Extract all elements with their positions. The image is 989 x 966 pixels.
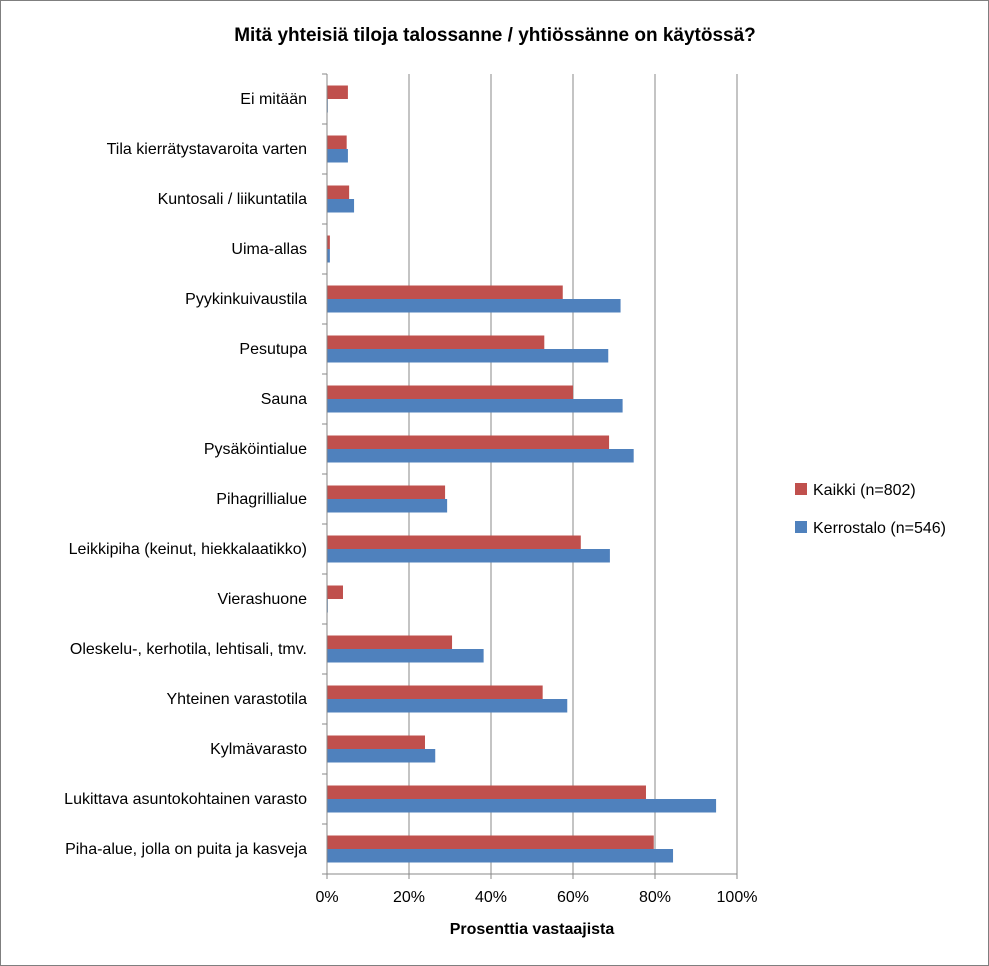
bar	[327, 135, 347, 149]
category-label: Piha-alue, jolla on puita ja kasveja	[65, 841, 307, 858]
x-tick-label: 20%	[393, 889, 425, 906]
x-tick-label: 100%	[717, 889, 758, 906]
category-label: Pihagrillialue	[216, 491, 307, 508]
x-axis-label: Prosenttia vastaajista	[450, 921, 615, 938]
category-label: Pysäköintialue	[204, 441, 307, 458]
chart-title: Mitä yhteisiä tiloja talossanne / yhtiös…	[234, 25, 756, 46]
bar	[327, 199, 355, 213]
category-label: Sauna	[261, 391, 307, 408]
bar	[327, 585, 343, 599]
category-label: Ei mitään	[240, 91, 307, 108]
bar	[327, 649, 484, 663]
legend-entry: Kaikki (n=802)	[813, 482, 916, 499]
bar	[327, 299, 621, 313]
bar	[327, 285, 563, 299]
bar	[327, 685, 543, 699]
category-label: Kuntosali / liikuntatila	[158, 191, 308, 208]
bar	[327, 535, 581, 549]
bar	[327, 799, 717, 813]
bar	[327, 485, 446, 499]
legend: Kaikki (n=802) Kerrostalo (n=546)	[795, 482, 946, 537]
bar	[327, 635, 453, 649]
bar	[327, 499, 448, 513]
bar	[327, 849, 674, 863]
legend-entry: Kerrostalo (n=546)	[813, 520, 946, 537]
category-label: Uima-allas	[231, 241, 307, 258]
category-label: Oleskelu-, kerhotila, lehtisali, tmv.	[70, 641, 307, 658]
x-tick-label: 40%	[475, 889, 507, 906]
bar	[327, 349, 609, 363]
category-label: Yhteinen varastotila	[166, 691, 307, 708]
bar	[327, 399, 623, 413]
bar	[327, 449, 634, 463]
bar	[327, 835, 654, 849]
legend-swatch	[795, 483, 807, 495]
bar	[327, 85, 348, 99]
category-label: Vierashuone	[217, 591, 307, 608]
bar	[327, 235, 330, 249]
x-tick-labels: 0% 20% 40% 60% 80% 100%	[315, 889, 757, 906]
category-label: Pyykinkuivaustila	[185, 291, 307, 308]
bar	[327, 385, 573, 399]
legend-swatch	[795, 521, 807, 533]
bar	[327, 749, 436, 763]
category-label: Lukittava asuntokohtainen varasto	[64, 791, 307, 808]
bar	[327, 435, 610, 449]
category-label: Kylmävarasto	[210, 741, 307, 758]
x-tick-label: 0%	[315, 889, 338, 906]
bar	[327, 699, 568, 713]
category-labels: Ei mitään Tila kierrätystavaroita varten K…	[64, 91, 307, 858]
category-label: Leikkipiha (keinut, hiekkalaatikko)	[69, 541, 307, 558]
bar	[327, 185, 350, 199]
bar	[327, 735, 425, 749]
grid-lines	[408, 74, 738, 874]
bars	[327, 85, 717, 863]
bar	[327, 785, 646, 799]
bar	[327, 149, 348, 163]
axes	[322, 73, 738, 879]
category-label: Tila kierrätystavaroita varten	[107, 141, 307, 158]
x-tick-label: 60%	[557, 889, 589, 906]
x-tick-label: 80%	[639, 889, 671, 906]
category-label: Pesutupa	[239, 341, 307, 358]
bar	[327, 249, 330, 263]
bar	[327, 549, 610, 563]
bar	[327, 335, 545, 349]
